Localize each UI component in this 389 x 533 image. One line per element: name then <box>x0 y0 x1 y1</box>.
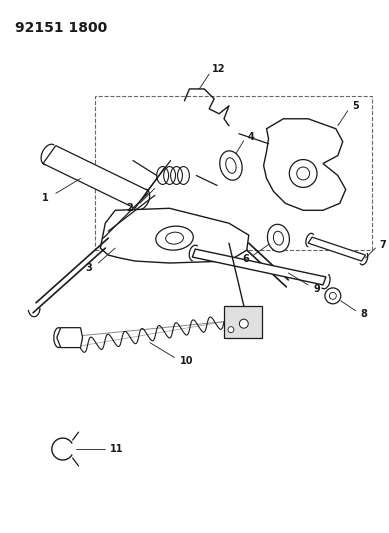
Polygon shape <box>57 328 82 348</box>
Polygon shape <box>43 146 148 208</box>
Ellipse shape <box>220 151 242 180</box>
Ellipse shape <box>325 288 341 304</box>
Ellipse shape <box>329 293 336 300</box>
Polygon shape <box>264 119 346 211</box>
Polygon shape <box>100 208 249 263</box>
Text: 7: 7 <box>379 240 386 250</box>
Bar <box>224 306 262 337</box>
Ellipse shape <box>239 319 248 328</box>
Polygon shape <box>192 249 326 285</box>
Text: 3: 3 <box>86 263 93 273</box>
Text: 2: 2 <box>126 203 133 213</box>
Polygon shape <box>308 237 366 261</box>
Ellipse shape <box>273 231 284 245</box>
Ellipse shape <box>166 232 184 244</box>
Text: 6: 6 <box>242 254 249 264</box>
Text: 8: 8 <box>361 309 368 319</box>
Text: 11: 11 <box>110 444 124 454</box>
Text: 1: 1 <box>42 193 49 204</box>
Ellipse shape <box>289 159 317 188</box>
Text: 12: 12 <box>212 64 226 74</box>
Text: 5: 5 <box>353 101 359 111</box>
Text: 4: 4 <box>248 132 254 142</box>
Ellipse shape <box>228 327 234 333</box>
Text: 9: 9 <box>313 284 320 294</box>
Ellipse shape <box>156 226 193 250</box>
Text: 92151 1800: 92151 1800 <box>15 21 107 35</box>
Text: 10: 10 <box>179 356 193 366</box>
Bar <box>95 96 372 250</box>
Ellipse shape <box>226 158 236 173</box>
Ellipse shape <box>268 224 289 252</box>
Ellipse shape <box>297 167 310 180</box>
